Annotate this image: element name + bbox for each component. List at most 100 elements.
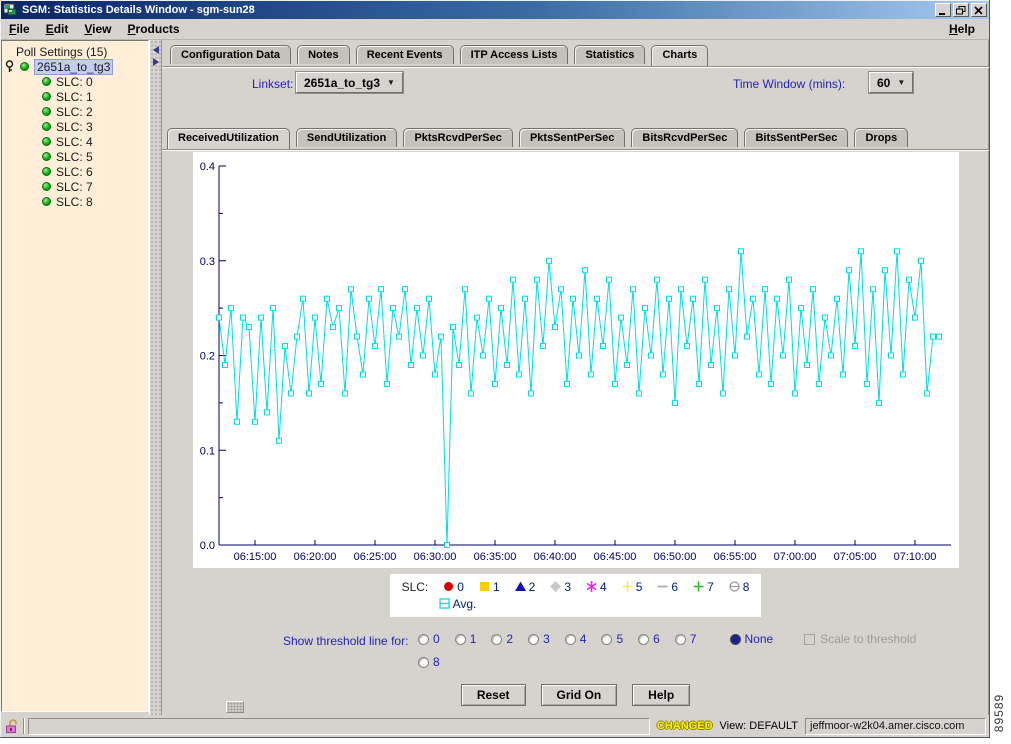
tree-item-slc-0[interactable]: SLC: 0 (42, 74, 148, 89)
threshold-radio-7[interactable]: 7 (675, 632, 697, 646)
tab-bits-sent-per-sec[interactable]: BitsSentPerSec (744, 128, 848, 147)
menu-products[interactable]: Products (120, 20, 188, 38)
legend-entry-slc3: 3 (549, 580, 571, 594)
status-ball-icon (42, 107, 51, 116)
status-separator (23, 718, 25, 734)
svg-text:06:15:00: 06:15:00 (234, 551, 277, 563)
tab-send-utilization[interactable]: SendUtilization (296, 128, 397, 147)
tab-pkts-sent-per-sec[interactable]: PktsSentPerSec (519, 128, 625, 147)
threshold-options-row2: 8 (418, 655, 440, 669)
legend-row-slc: SLC: 0 1 2 3 4 5 6 7 8 (402, 578, 750, 595)
radio-icon[interactable] (638, 634, 649, 645)
svg-text:06:55:00: 06:55:00 (714, 551, 757, 563)
help-button[interactable]: Help (632, 684, 690, 706)
tree-item-label: SLC: 7 (56, 180, 93, 194)
collapse-right-icon[interactable] (153, 58, 159, 66)
threshold-radio-3[interactable]: 3 (528, 632, 550, 646)
radio-icon[interactable] (565, 634, 576, 645)
svg-text:06:40:00: 06:40:00 (534, 551, 577, 563)
radio-icon[interactable] (528, 634, 539, 645)
minimize-button[interactable] (935, 3, 951, 17)
status-view-label: View: DEFAULT (720, 720, 798, 732)
threshold-radio-2[interactable]: 2 (491, 632, 513, 646)
horizontal-scrollbar-thumb[interactable] (226, 701, 244, 713)
tab-itp-access-lists[interactable]: ITP Access Lists (460, 45, 569, 64)
threshold-radio-none[interactable]: None (730, 632, 774, 646)
tree-item-slc-8[interactable]: SLC: 8 (42, 194, 148, 209)
status-ball-icon (42, 197, 51, 206)
tab-bits-rcvd-per-sec[interactable]: BitsRcvdPerSec (631, 128, 738, 147)
menu-edit[interactable]: Edit (38, 20, 77, 38)
tree-root-poll-settings[interactable]: Poll Settings (15) (16, 44, 148, 59)
dash-marker-icon (656, 580, 669, 593)
tab-pkts-rcvd-per-sec[interactable]: PktsRcvdPerSec (403, 128, 512, 147)
tab-configuration-data[interactable]: Configuration Data (170, 45, 291, 64)
tab-drops[interactable]: Drops (854, 128, 908, 147)
svg-text:0.4: 0.4 (200, 161, 215, 173)
tree-item-slc-6[interactable]: SLC: 6 (42, 164, 148, 179)
tab-charts[interactable]: Charts (651, 45, 708, 66)
radio-icon[interactable] (418, 634, 429, 645)
radio-label: 2 (506, 632, 513, 646)
restore-button[interactable] (953, 3, 969, 17)
tree-item-slc-7[interactable]: SLC: 7 (42, 179, 148, 194)
threshold-radio-1[interactable]: 1 (455, 632, 477, 646)
legend-entry-label: 4 (600, 580, 607, 594)
menu-help[interactable]: Help (941, 20, 983, 38)
radio-icon[interactable] (675, 634, 686, 645)
plus-marker-icon (621, 580, 634, 593)
radio-label: 3 (543, 632, 550, 646)
tree-item-slc-2[interactable]: SLC: 2 (42, 104, 148, 119)
grid-on-button[interactable]: Grid On (541, 684, 618, 706)
menu-file[interactable]: File (1, 20, 38, 38)
radio-label: 8 (433, 655, 440, 669)
checkbox-icon[interactable] (804, 634, 815, 645)
scale-to-threshold-checkbox[interactable]: Scale to threshold (804, 632, 916, 646)
status-ball-icon (42, 167, 51, 176)
tree-item-slc-1[interactable]: SLC: 1 (42, 89, 148, 104)
radio-label: None (745, 632, 774, 646)
tab-recent-events[interactable]: Recent Events (356, 45, 454, 64)
status-ball-icon (42, 92, 51, 101)
tree-item-slc-4[interactable]: SLC: 4 (42, 134, 148, 149)
menubar: File Edit View Products Help (1, 19, 989, 40)
status-ball-icon (42, 152, 51, 161)
linkset-value: 2651a_to_tg3 (304, 76, 380, 90)
svg-text:07:00:00: 07:00:00 (774, 551, 817, 563)
threshold-radio-5[interactable]: 5 (601, 632, 623, 646)
svg-text:07:05:00: 07:05:00 (834, 551, 877, 563)
chevron-down-icon: ▼ (387, 78, 395, 87)
plus-marker-icon (692, 580, 705, 593)
radio-icon[interactable] (491, 634, 502, 645)
threshold-radio-0[interactable]: 0 (418, 632, 440, 646)
time-window-dropdown[interactable]: 60 ▼ (869, 72, 913, 93)
collapse-left-icon[interactable] (153, 46, 159, 54)
linkset-dropdown[interactable]: 2651a_to_tg3 ▼ (296, 72, 403, 93)
tree-item-slc-5[interactable]: SLC: 5 (42, 149, 148, 164)
tree-expand-handle-icon[interactable] (4, 60, 17, 76)
reset-button[interactable]: Reset (461, 684, 526, 706)
split-divider[interactable] (149, 40, 162, 715)
tab-notes[interactable]: Notes (297, 45, 350, 64)
tab-statistics[interactable]: Statistics (574, 45, 645, 64)
menu-view[interactable]: View (76, 20, 119, 38)
threshold-radio-6[interactable]: 6 (638, 632, 660, 646)
tree-item-linkset[interactable]: 2651a_to_tg3 (2, 59, 148, 74)
legend-title: SLC: (402, 580, 429, 594)
main-tabs: Configuration Data Notes Recent Events I… (170, 45, 711, 67)
tab-received-utilization[interactable]: ReceivedUtilization (167, 128, 290, 149)
radio-icon[interactable] (601, 634, 612, 645)
legend-entry-label: Avg. (453, 597, 477, 611)
threshold-radio-4[interactable]: 4 (565, 632, 587, 646)
radio-label: 4 (580, 632, 587, 646)
close-button[interactable] (971, 3, 987, 17)
radio-icon[interactable] (418, 657, 429, 668)
body-row: Poll Settings (15) 2651a_to_tg3 SLC: 0 S… (1, 40, 989, 715)
radio-checked-icon[interactable] (730, 634, 741, 645)
status-message-field (28, 718, 650, 735)
status-host-field: jeffmoor-w2k04.amer.cisco.com (805, 718, 986, 735)
tree-item-slc-3[interactable]: SLC: 3 (42, 119, 148, 134)
legend-entry-slc7: 7 (692, 580, 714, 594)
radio-icon[interactable] (455, 634, 466, 645)
threshold-radio-8[interactable]: 8 (418, 655, 440, 669)
